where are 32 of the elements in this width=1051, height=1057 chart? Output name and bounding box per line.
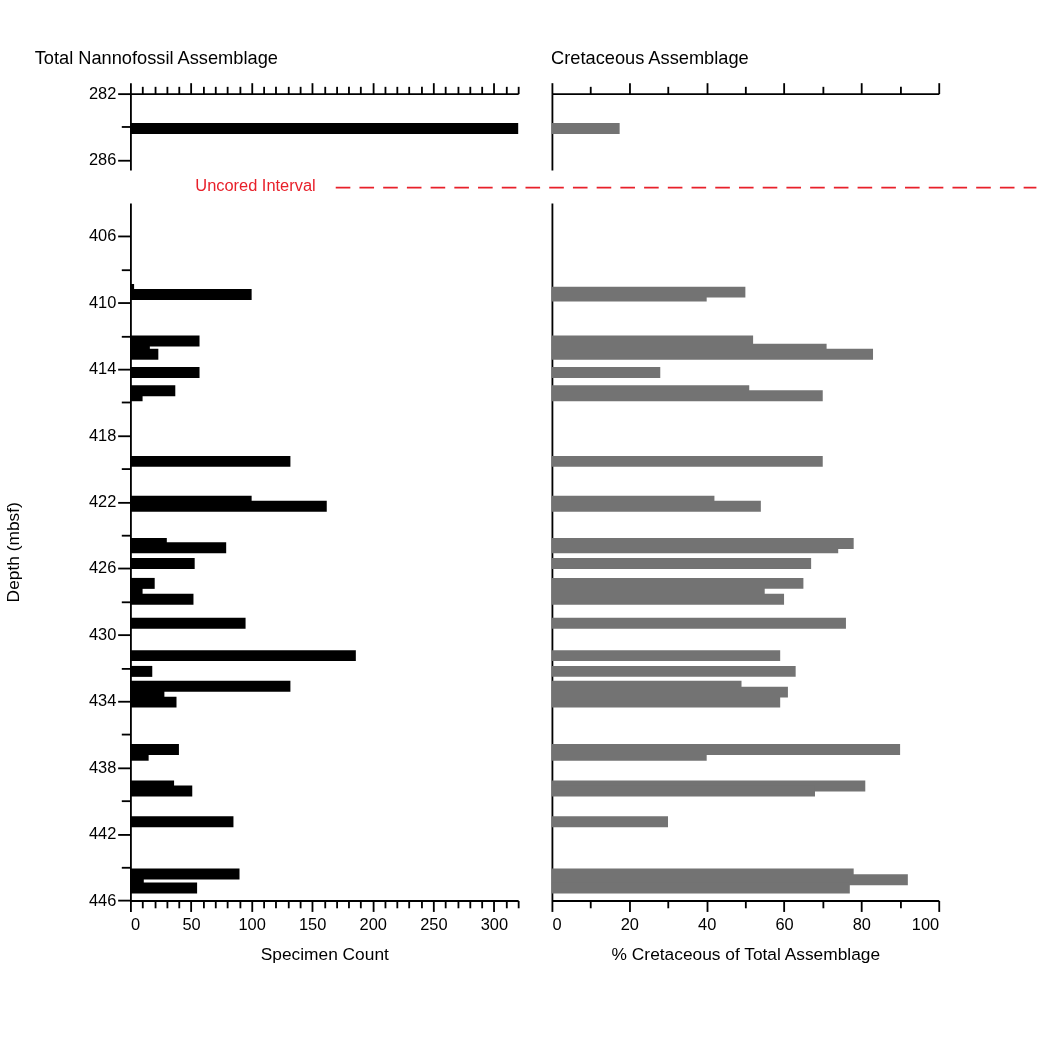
- x-tick-label: 60: [775, 915, 794, 934]
- y-tick-label: 422: [88, 492, 117, 511]
- y-tick-label: 438: [88, 757, 117, 776]
- y-tick-label: 406: [88, 226, 117, 245]
- y-axis-title: Depth (mbsf): [2, 502, 23, 603]
- chart-title: Total Nannofossil Assemblage: [34, 46, 278, 68]
- y-tick-label: 414: [88, 359, 117, 378]
- x-tick-label: 200: [359, 915, 387, 934]
- chart-title: Cretaceous Assemblage: [551, 46, 749, 68]
- x-tick-label: 50: [182, 915, 201, 934]
- y-tick-label: 418: [88, 425, 117, 444]
- x-tick-label: 100: [911, 915, 940, 934]
- x-tick-label: 250: [420, 915, 448, 934]
- x-axis-title: % Cretaceous of Total Assemblage: [611, 944, 881, 965]
- y-tick-label: 446: [88, 890, 117, 909]
- y-tick-label: 286: [88, 150, 117, 169]
- y-tick-label: 282: [88, 83, 117, 102]
- y-tick-label: 410: [88, 292, 117, 311]
- x-tick-label: 100: [238, 915, 266, 934]
- y-tick-label: 434: [88, 691, 117, 710]
- x-tick-label: 0: [552, 915, 562, 934]
- x-tick-label: 20: [620, 915, 639, 934]
- x-tick-label: 150: [298, 915, 327, 934]
- x-axis-title: Specimen Count: [260, 944, 390, 965]
- x-tick-label: 0: [130, 915, 141, 934]
- x-tick-label: 80: [852, 915, 871, 934]
- x-tick-label: 40: [698, 915, 717, 934]
- y-tick-label: 430: [88, 624, 117, 643]
- y-tick-label: 442: [88, 824, 117, 843]
- x-tick-label: 300: [480, 915, 509, 934]
- y-tick-label: 426: [88, 558, 117, 577]
- text: Uncored Interval: [195, 176, 316, 195]
